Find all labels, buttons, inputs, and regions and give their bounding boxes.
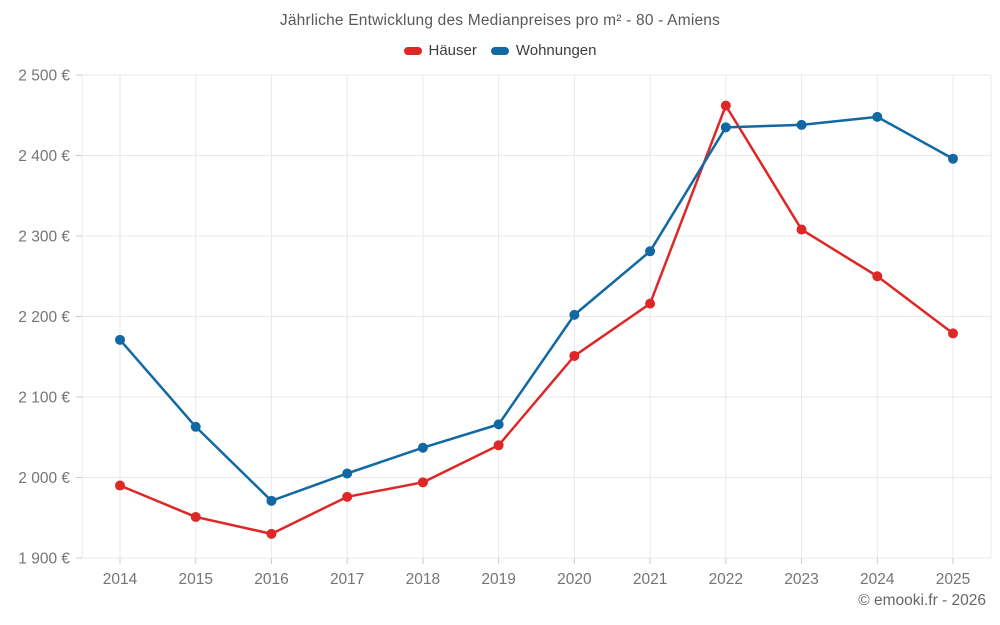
y-axis-label: 2 500 € — [18, 68, 70, 85]
y-axis-label: 2 200 € — [18, 309, 70, 326]
data-point-häuser-2020[interactable] — [569, 350, 580, 361]
data-point-wohnungen-2025[interactable] — [948, 153, 958, 164]
data-point-wohnungen-2017[interactable] — [342, 468, 353, 479]
data-point-häuser-2025[interactable] — [948, 328, 958, 339]
data-point-wohnungen-2016[interactable] — [266, 495, 277, 506]
y-axis-label: 2 100 € — [18, 390, 70, 407]
x-axis-label: 2014 — [103, 571, 138, 588]
hauser-color-swatch-icon — [403, 46, 422, 55]
legend-item-wohnungen[interactable]: Wohnungen — [490, 42, 597, 59]
x-axis-label: 2024 — [860, 571, 895, 588]
y-axis-label: 2 300 € — [18, 229, 70, 246]
wohnungen-color-swatch-icon — [490, 46, 509, 55]
copyright-text: © emooki.fr - 2026 — [858, 592, 986, 609]
data-point-wohnungen-2018[interactable] — [417, 442, 428, 453]
data-point-wohnungen-2023[interactable] — [796, 119, 807, 130]
data-point-häuser-2017[interactable] — [342, 491, 353, 502]
x-axis-label: 2019 — [481, 571, 515, 588]
y-axis-label: 2 400 € — [18, 148, 70, 165]
x-axis-label: 2018 — [406, 571, 440, 588]
x-axis-label: 2021 — [633, 571, 667, 588]
series-line-wohnungen — [118, 115, 955, 503]
x-axis-label: 2016 — [254, 571, 288, 588]
data-point-wohnungen-2014[interactable] — [115, 334, 125, 345]
x-axis-label: 2020 — [557, 571, 592, 588]
data-point-wohnungen-2020[interactable] — [569, 309, 580, 320]
data-point-wohnungen-2021[interactable] — [645, 246, 656, 257]
data-point-häuser-2018[interactable] — [417, 477, 428, 488]
chart-title: Jährliche Entwicklung des Medianpreises … — [279, 12, 721, 29]
data-point-häuser-2022[interactable] — [720, 100, 731, 111]
x-axis-label: 2023 — [784, 571, 818, 588]
data-point-häuser-2023[interactable] — [796, 224, 807, 235]
legend-label-hauser: Häuser — [428, 42, 477, 59]
legend-label-wohnungen: Wohnungen — [515, 42, 597, 59]
data-point-häuser-2014[interactable] — [115, 480, 125, 491]
data-point-häuser-2015[interactable] — [190, 511, 201, 522]
legend-item-hauser[interactable]: Häuser — [403, 42, 477, 59]
y-axis-label: 1 900 € — [18, 551, 70, 568]
series-line-häuser — [118, 104, 955, 536]
data-point-wohnungen-2022[interactable] — [720, 122, 731, 133]
data-point-wohnungen-2019[interactable] — [493, 419, 504, 430]
data-point-häuser-2019[interactable] — [493, 440, 504, 451]
data-point-wohnungen-2024[interactable] — [872, 111, 883, 122]
x-axis-label: 2017 — [330, 571, 364, 588]
y-axis-label: 2 000 € — [18, 470, 70, 487]
x-axis-label: 2015 — [178, 571, 212, 588]
data-point-häuser-2021[interactable] — [645, 298, 656, 309]
x-axis-label: 2025 — [936, 571, 970, 588]
data-point-wohnungen-2015[interactable] — [190, 421, 201, 432]
data-point-häuser-2024[interactable] — [872, 271, 883, 282]
data-point-häuser-2016[interactable] — [266, 528, 277, 539]
legend: Häuser Wohnungen — [0, 42, 1000, 59]
x-axis-label: 2022 — [709, 571, 743, 588]
